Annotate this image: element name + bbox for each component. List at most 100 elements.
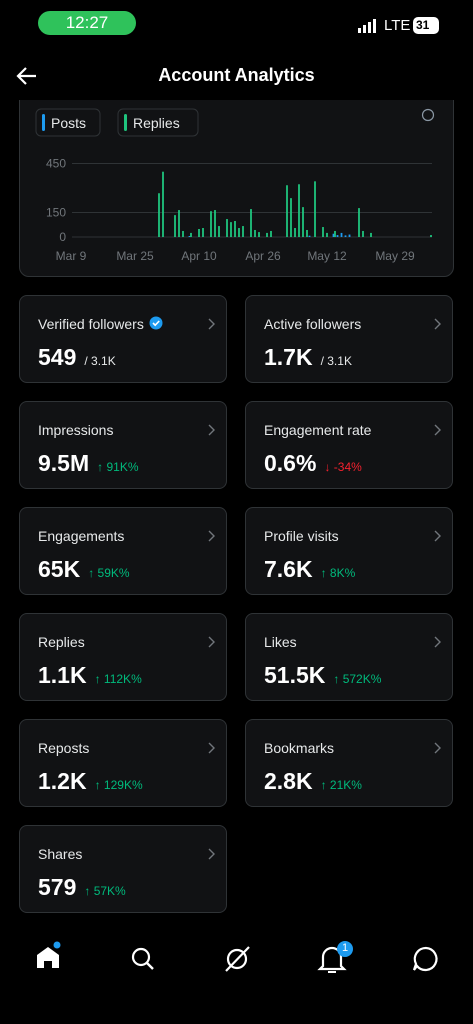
bar [198,229,200,237]
bar [162,171,164,237]
metric-change: ↑ 57K% [84,884,126,898]
battery-level: 31 [416,18,430,32]
nav-search[interactable] [131,947,154,970]
metric-row: 579 ↑ 57K% [38,874,126,901]
bar [234,221,236,237]
metric-change: ↑ 129K% [94,778,143,792]
bar [294,228,296,237]
nav-home[interactable] [37,941,61,969]
metric-row: 51.5K ↑ 572K% [264,662,381,689]
bar [266,232,268,237]
metric-label-text: Profile visits [264,528,339,544]
chevron [434,424,441,436]
metric-change: ↑ 572K% [333,672,382,686]
bar [362,230,364,237]
metric-card[interactable]: Engagements 65K ↑ 59K% [19,507,227,595]
metric-change: / 3.1K [84,354,116,368]
x-tick-label: Mar 9 [56,249,87,263]
legend-chip [35,108,101,137]
metric-value: 549 [38,344,77,370]
battery: 31 [413,17,439,34]
bar [238,228,240,237]
bar [174,215,176,237]
x-tick-label: Apr 26 [245,249,281,263]
y-tick-label: 150 [46,206,66,220]
metric-card[interactable]: Active followers 1.7K / 3.1K [245,295,453,383]
bar [250,209,252,237]
chevron [208,848,215,860]
metric-change: / 3.1K [320,354,352,368]
metric-row: 65K ↑ 59K% [38,556,130,583]
metric-label-text: Replies [38,634,85,650]
metric-row: 1.1K ↑ 112K% [38,662,142,689]
metric-row: 2.8K ↑ 21K% [264,768,362,795]
metric-card[interactable]: Verified followers 549 / 3.1K [19,295,227,383]
legend-label: Posts [51,115,86,131]
back-button[interactable] [16,65,38,87]
legend-label: Replies [133,115,180,131]
metric-label: Verified followers [38,316,163,332]
bar [336,235,339,237]
metric-label-text: Engagement rate [264,422,372,438]
metric-change: ↑ 91K% [97,460,139,474]
bottom-nav [0,930,473,1024]
bar [202,228,204,237]
bar [218,226,220,237]
bar [326,232,328,237]
nav-notifications[interactable] [317,941,353,973]
metric-label-text: Reposts [38,740,90,756]
metric-value: 579 [38,874,77,900]
bar [210,211,212,237]
bar [430,235,432,237]
nav-grok[interactable] [225,946,250,972]
metric-card[interactable]: Engagement rate 0.6% ↓ -34% [245,401,453,489]
metric-label: Engagements [38,528,124,544]
metric-value: 2.8K [264,768,313,794]
bar [306,229,308,237]
status-time: 12:27 [38,11,136,35]
bar [270,230,272,237]
chevron [208,318,215,330]
page-title: Account Analytics [158,65,315,85]
metric-card[interactable]: Profile visits 7.6K ↑ 8K% [245,507,453,595]
chevron [434,636,441,648]
nav-icons [37,941,438,973]
metric-change: ↑ 112K% [94,672,142,686]
nav-messages[interactable] [412,946,438,972]
metric-card[interactable]: Impressions 9.5M ↑ 91K% [19,401,227,489]
metric-label: Bookmarks [264,740,334,756]
chevron [208,742,215,754]
bar [230,222,232,237]
metric-value: 1.7K [264,344,313,370]
bar [302,207,304,237]
bar [332,233,335,237]
metric-card[interactable]: Shares 579 ↑ 57K% [19,825,227,913]
metric-row: 0.6% ↓ -34% [264,450,362,477]
metric-label: Impressions [38,422,113,438]
bar [258,232,260,237]
bar [286,185,288,237]
bar [242,226,244,237]
bar [188,236,191,237]
metric-label: Shares [38,846,82,862]
metric-label: Reposts [38,740,89,756]
metric-card[interactable]: Reposts 1.2K ↑ 129K% [19,719,227,807]
chevron [208,530,215,542]
metric-card[interactable]: Likes 51.5K ↑ 572K% [245,613,453,701]
bar [178,210,180,237]
info-icon [421,108,435,122]
chart: Posts Replies 0 150 450 Mar 9 Mar 25 Apr 10 Apr … [35,108,435,263]
metric-row: 1.2K ↑ 129K% [38,768,143,795]
metric-label-text: Likes [264,634,297,650]
bar [348,234,351,237]
metric-row: 7.6K ↑ 8K% [264,556,355,583]
metric-card[interactable]: Bookmarks 2.8K ↑ 21K% [245,719,453,807]
chevron [434,318,441,330]
y-tick-label: 450 [46,157,66,171]
notification-badge: 1 [341,942,349,954]
metric-card[interactable]: Replies 1.1K ↑ 112K% [19,613,227,701]
chevron [434,530,441,542]
bar [182,230,184,237]
signal-icon [358,19,376,33]
bar [290,198,292,237]
